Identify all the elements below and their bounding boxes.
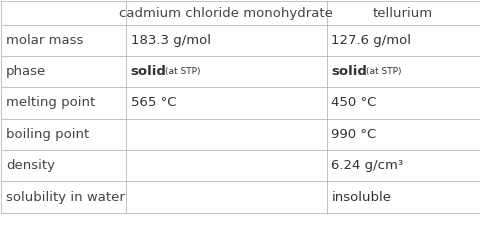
Text: 183.3 g/mol: 183.3 g/mol xyxy=(130,34,210,47)
Text: 127.6 g/mol: 127.6 g/mol xyxy=(331,34,410,47)
Text: phase: phase xyxy=(6,65,47,78)
Text: insoluble: insoluble xyxy=(331,191,391,204)
Text: cadmium chloride monohydrate: cadmium chloride monohydrate xyxy=(119,7,332,20)
Text: molar mass: molar mass xyxy=(6,34,84,47)
Text: solid: solid xyxy=(331,65,366,78)
Text: tellurium: tellurium xyxy=(372,7,432,20)
Text: solid: solid xyxy=(130,65,166,78)
Text: 990 °C: 990 °C xyxy=(331,128,376,141)
Text: boiling point: boiling point xyxy=(6,128,89,141)
Text: melting point: melting point xyxy=(6,97,95,110)
Text: (at STP): (at STP) xyxy=(365,67,400,76)
Text: 6.24 g/cm³: 6.24 g/cm³ xyxy=(331,159,403,172)
Text: (at STP): (at STP) xyxy=(165,67,200,76)
Text: density: density xyxy=(6,159,55,172)
Text: 565 °C: 565 °C xyxy=(130,97,176,110)
Text: solubility in water: solubility in water xyxy=(6,191,125,204)
Text: 450 °C: 450 °C xyxy=(331,97,376,110)
